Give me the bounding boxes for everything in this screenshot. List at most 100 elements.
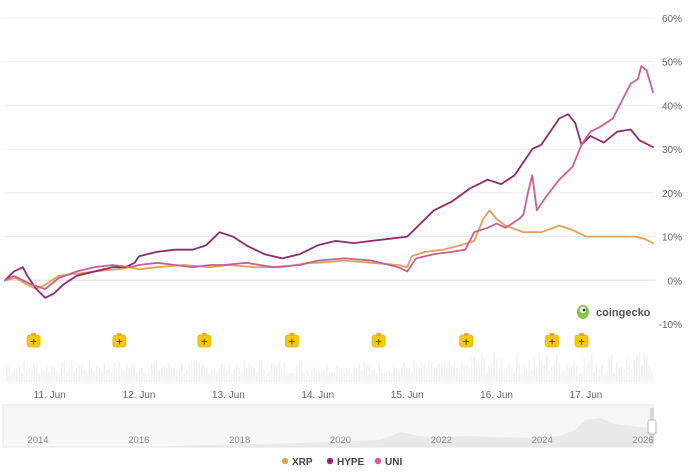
volume-bar bbox=[158, 369, 161, 382]
navigator: 2014 2016 2018 2020 2022 2024 2026 bbox=[2, 404, 657, 448]
volume-bar bbox=[631, 368, 633, 382]
navigator-year-label: 2018 bbox=[229, 435, 250, 446]
volume-bar bbox=[626, 357, 628, 382]
volume-bar bbox=[341, 368, 343, 382]
volume-bar bbox=[228, 360, 231, 382]
volume-bar bbox=[476, 363, 478, 382]
volume-bar bbox=[546, 355, 548, 382]
volume-bar bbox=[283, 362, 286, 382]
event-flag-icon[interactable]: + bbox=[285, 333, 299, 348]
volume-bar bbox=[146, 373, 148, 382]
volume-bar bbox=[651, 372, 653, 382]
volume-bar bbox=[321, 370, 323, 382]
volume-bar bbox=[516, 352, 518, 382]
event-flag-icon[interactable]: + bbox=[459, 333, 474, 348]
legend-swatch bbox=[326, 457, 334, 465]
y-tick-label: 10% bbox=[662, 233, 682, 244]
legend-item-xrp[interactable]: XRP bbox=[281, 457, 313, 468]
volume-bar bbox=[103, 363, 106, 382]
volume-bar bbox=[581, 372, 583, 382]
volume-bar bbox=[178, 370, 181, 382]
y-tick-label: 30% bbox=[662, 145, 682, 156]
series-line-uni[interactable] bbox=[4, 65, 654, 290]
volume-bar bbox=[61, 360, 63, 382]
volume-bar bbox=[206, 366, 208, 382]
volume-bar bbox=[463, 366, 466, 382]
volume-bar bbox=[181, 363, 183, 382]
volume-bar bbox=[548, 370, 551, 382]
volume-bar bbox=[458, 372, 461, 382]
volume-bar bbox=[411, 372, 413, 382]
volume-bar bbox=[211, 369, 213, 382]
volume-bar bbox=[538, 354, 541, 382]
volume-bar bbox=[326, 362, 328, 382]
legend-swatch bbox=[374, 457, 382, 465]
volume-bar bbox=[183, 372, 186, 382]
event-flag-icon[interactable]: + bbox=[574, 333, 589, 348]
volume-bar bbox=[578, 373, 581, 382]
volume-bar bbox=[486, 372, 488, 382]
legend-item-hype[interactable]: HYPE bbox=[326, 457, 365, 468]
volume-bar bbox=[43, 370, 46, 382]
volume-bar bbox=[318, 369, 321, 382]
volume-bar bbox=[108, 369, 111, 382]
volume-bar bbox=[138, 370, 141, 382]
svg-text:+: + bbox=[578, 338, 586, 348]
volume-bar bbox=[136, 372, 138, 382]
legend-item-uni[interactable]: UNI bbox=[374, 457, 403, 468]
volume-bar bbox=[213, 369, 216, 382]
volume-bar bbox=[226, 370, 228, 382]
event-flag-icon[interactable]: + bbox=[197, 333, 212, 348]
volume-bar bbox=[346, 367, 348, 382]
volume-bar bbox=[328, 372, 331, 382]
event-flag-icon[interactable]: + bbox=[371, 333, 386, 348]
volume-bar bbox=[498, 370, 501, 382]
navigator-year-label: 2014 bbox=[27, 435, 48, 446]
volume-bar bbox=[618, 367, 621, 382]
volume-bar bbox=[36, 364, 38, 382]
x-tick-label: 17. Jun bbox=[570, 390, 603, 401]
event-flag-icon[interactable]: + bbox=[545, 333, 559, 348]
navigator-year-label: 2020 bbox=[330, 435, 351, 446]
volume-bar bbox=[163, 367, 166, 382]
x-tick-label: 12. Jun bbox=[123, 390, 156, 401]
volume-bar bbox=[381, 372, 383, 382]
volume-bar bbox=[398, 368, 401, 382]
volume-bar bbox=[8, 366, 11, 382]
series-line-xrp[interactable] bbox=[4, 209, 654, 290]
volume-bar bbox=[168, 362, 171, 382]
volume-bar bbox=[306, 367, 308, 382]
volume-bar bbox=[541, 360, 543, 382]
volume-bar bbox=[278, 361, 281, 382]
volume-bar bbox=[126, 365, 128, 382]
volume-bar bbox=[123, 370, 126, 382]
x-tick-label: 16. Jun bbox=[480, 390, 513, 401]
volume-bar bbox=[431, 361, 433, 382]
volume-bar bbox=[291, 372, 293, 382]
volume-bar bbox=[571, 365, 573, 382]
navigator-handle[interactable] bbox=[647, 419, 657, 435]
volume-bar bbox=[58, 373, 61, 382]
volume-bar bbox=[266, 373, 268, 382]
volume-bar bbox=[413, 361, 416, 382]
event-flag-icon[interactable]: + bbox=[26, 333, 41, 348]
volume-bar bbox=[448, 360, 451, 382]
x-tick-label: 14. Jun bbox=[301, 390, 334, 401]
event-flag-icon[interactable]: + bbox=[112, 333, 127, 348]
volume-bar bbox=[281, 370, 283, 382]
volume-bar bbox=[293, 373, 296, 382]
volume-bar bbox=[636, 354, 638, 382]
volume-bar bbox=[556, 354, 558, 382]
volume-bar bbox=[81, 364, 83, 382]
volume-bar bbox=[131, 363, 133, 382]
series-line-hype[interactable] bbox=[4, 113, 654, 299]
volume-bar bbox=[243, 360, 246, 382]
volume-bar bbox=[166, 367, 168, 382]
volume-bar bbox=[551, 366, 553, 382]
volume-bar bbox=[593, 371, 596, 382]
volume-bar bbox=[611, 355, 613, 382]
volume-bar bbox=[143, 372, 146, 382]
y-tick-label: 50% bbox=[662, 58, 682, 69]
volume-bar bbox=[603, 373, 606, 382]
volume-bar bbox=[66, 372, 68, 382]
